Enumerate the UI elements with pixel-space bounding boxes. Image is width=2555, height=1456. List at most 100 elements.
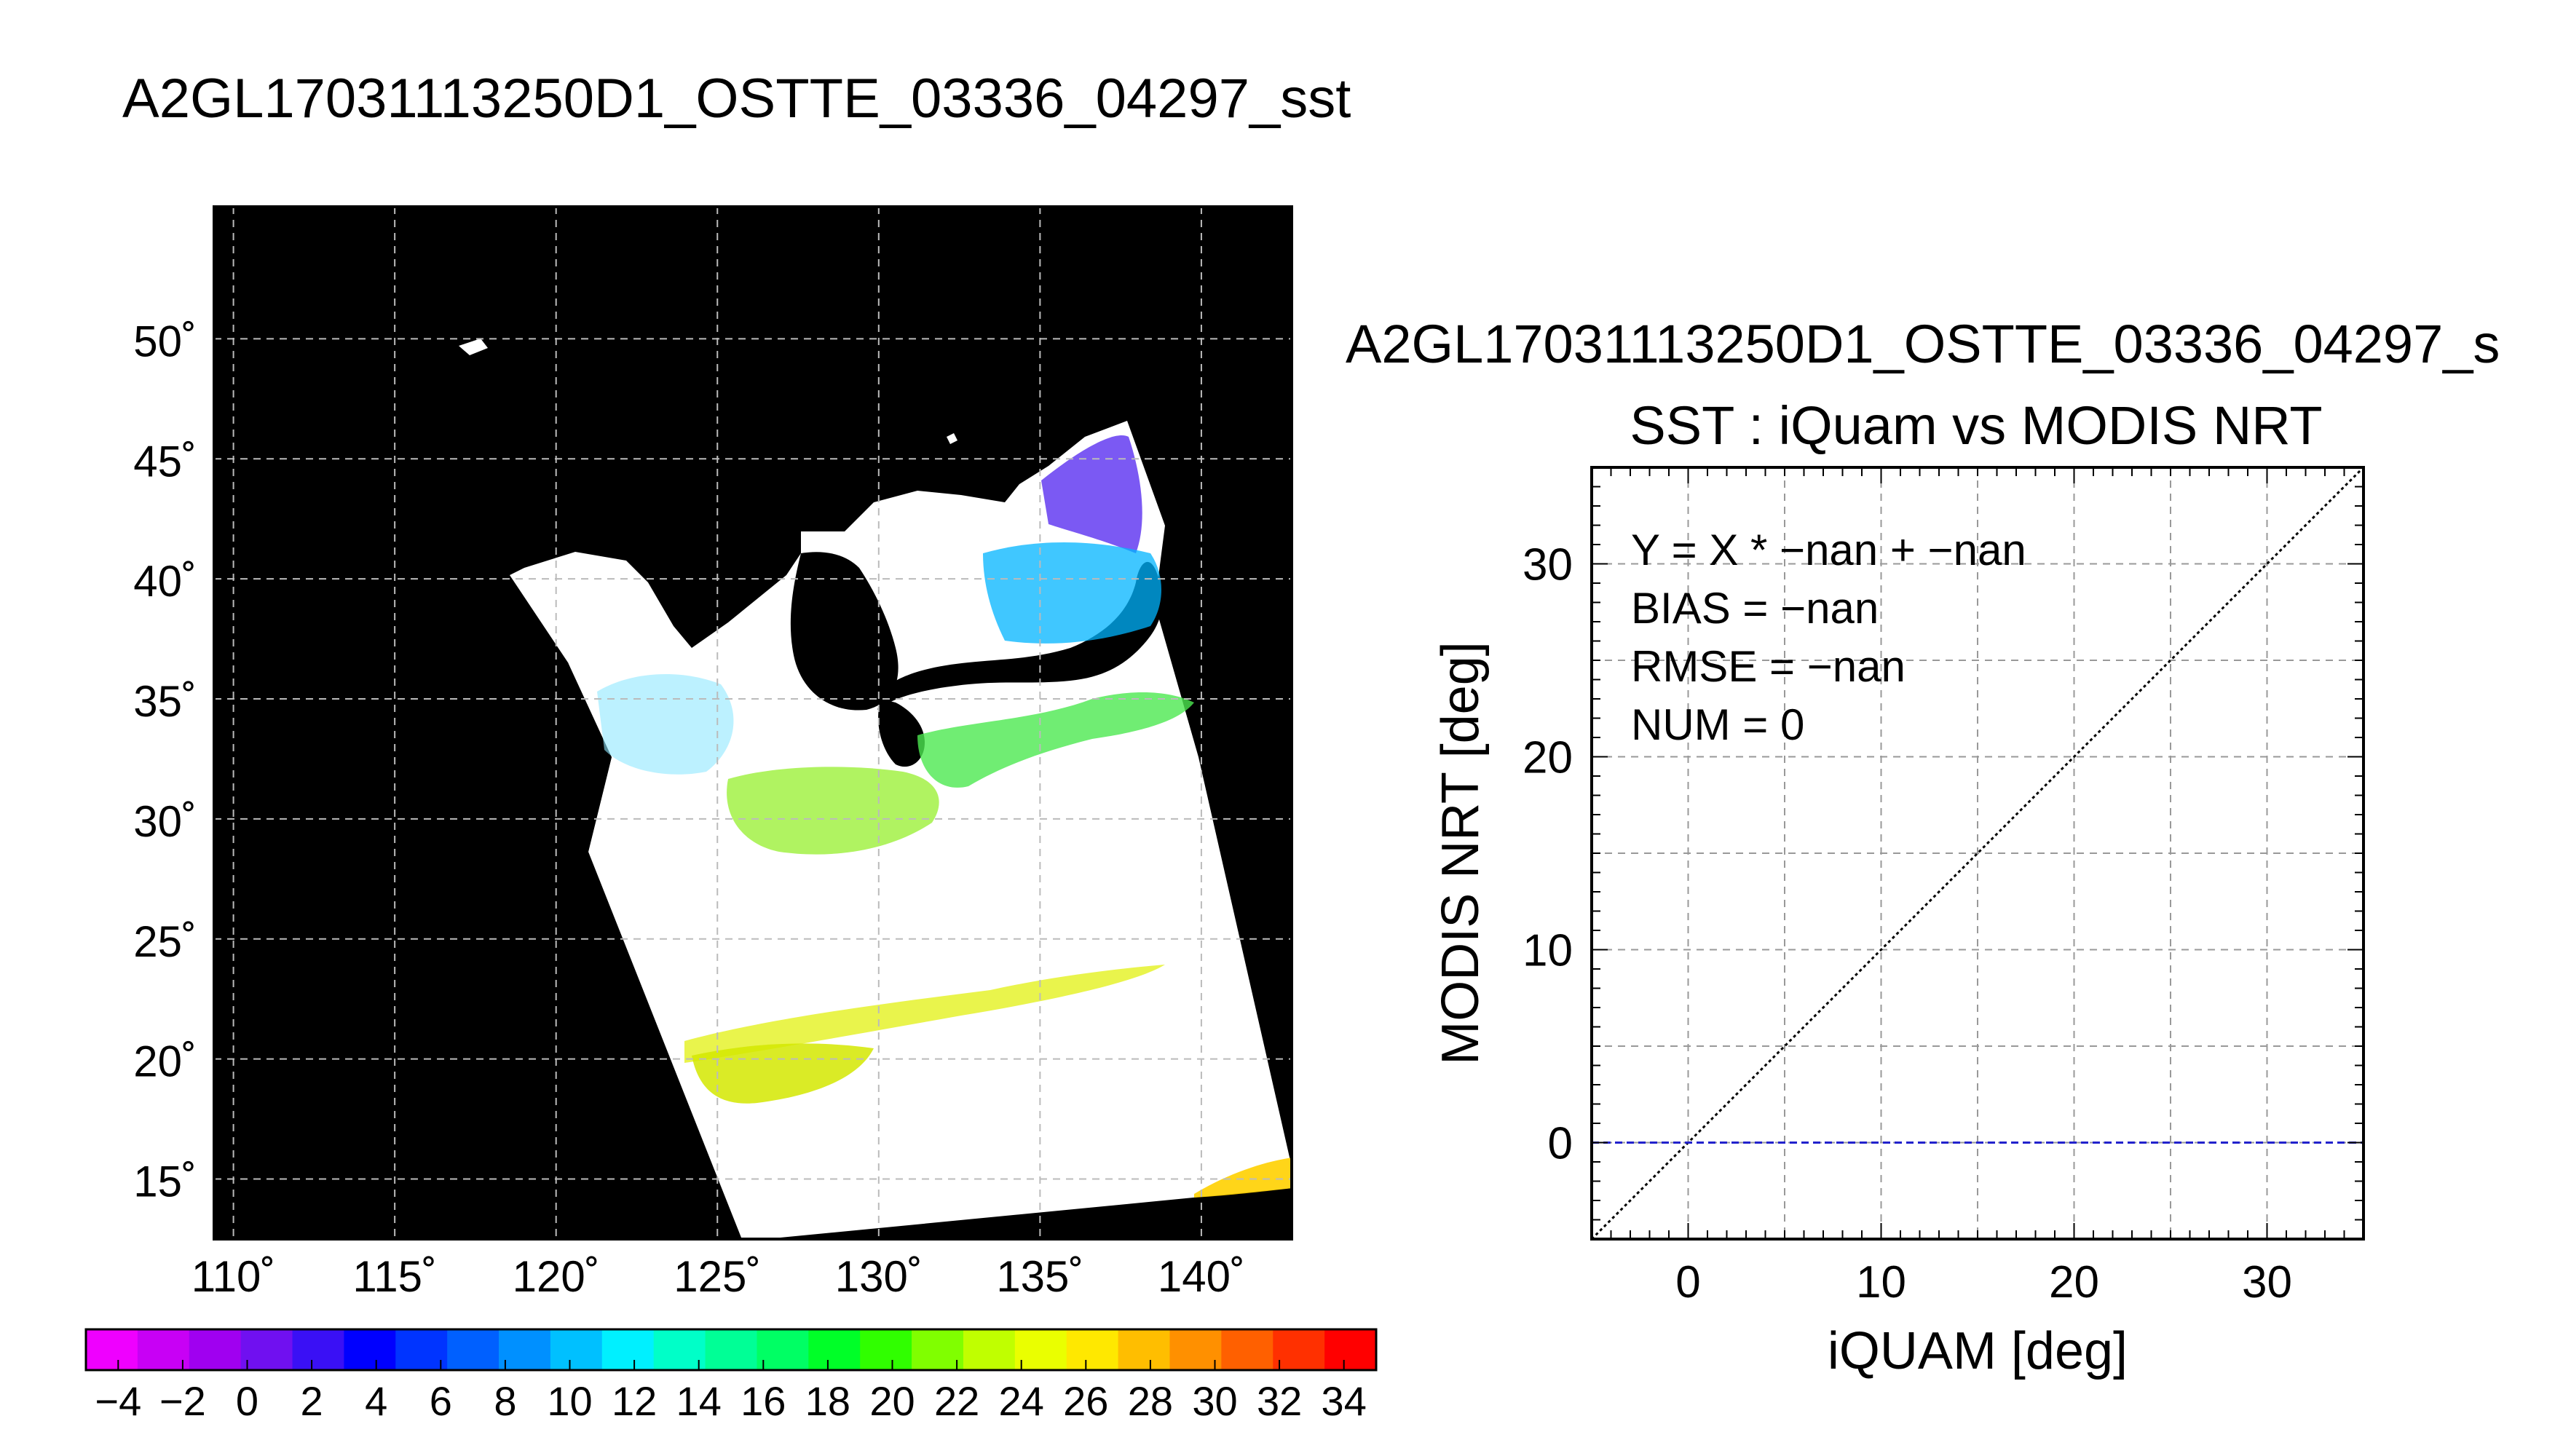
longitude-labels: 110˚ 115˚ 120˚ 125˚ 130˚ 135˚ 140˚ [191,1252,1245,1301]
y-tick-label: 0 [1548,1119,1573,1169]
stat-annotation: Y = X * −nan + −nan [1631,526,2026,574]
latitude-tick-label: 40˚ [133,557,197,606]
reference-line [1590,466,2365,1241]
colorbar-segment [705,1329,757,1370]
colorbar-segment [499,1329,551,1370]
island-patch [459,339,488,355]
scatter-frame [1590,466,2365,1241]
page-title: A2GL17031113250D1_OSTTE_03336_04297_sst [122,68,1351,130]
colorbar-segment [344,1329,396,1370]
x-tick-label: 30 [2242,1257,2292,1307]
colorbar-label: 6 [430,1378,452,1424]
x-tick-label: 0 [1675,1257,1700,1307]
sst-patch-north [1041,435,1142,553]
colorbar-segment [1118,1329,1170,1370]
y-tick-label: 30 [1523,540,1573,590]
longitude-tick-label: 125˚ [674,1252,761,1301]
colorbar-segment [86,1329,138,1370]
sst-patch-kuroshio [917,692,1194,788]
colorbar-label: 16 [741,1378,786,1424]
latitude-tick-label: 15˚ [133,1158,197,1206]
longitude-tick-label: 135˚ [996,1252,1083,1301]
colorbar [84,1328,1378,1372]
longitude-tick-label: 110˚ [191,1252,276,1301]
map-gridlines [214,207,1292,1239]
longitude-tick-label: 115˚ [352,1252,437,1301]
longitude-tick-label: 120˚ [513,1252,600,1301]
colorbar-label: −4 [95,1378,141,1424]
stat-annotation: NUM = 0 [1631,700,1804,749]
colorbar-label: 24 [999,1378,1044,1424]
korea-land [790,552,899,711]
colorbar-label: 18 [805,1378,850,1424]
colorbar-segment [1324,1329,1377,1370]
colorbar-frame [84,1328,1378,1372]
latitude-tick-label: 35˚ [133,677,197,726]
colorbar-segment [757,1329,809,1370]
colorbar-label: 26 [1063,1378,1108,1424]
sst-patch-band-20n [684,965,1165,1063]
colorbar-label: 30 [1192,1378,1237,1424]
colorbar-segment [963,1329,1016,1370]
sst-patch-south-band [692,1043,874,1104]
colorbar-segment [860,1329,912,1370]
colorbar-labels: −4 −2 0 2 4 6 8 10 12 14 16 18 20 22 24 26 28 30 32 34 [95,1378,1366,1424]
colorbar-label: 10 [547,1378,592,1424]
latitude-tick-label: 50˚ [133,317,197,365]
kyushu-land [878,699,925,767]
colorbar-segment [550,1329,603,1370]
colorbar-label: 4 [365,1378,387,1424]
latitude-labels: 15˚ 20˚ 25˚ 30˚ 35˚ 40˚ 45˚ 50˚ [133,317,197,1206]
colorbar-segment [1014,1329,1067,1370]
island-patch [947,433,957,444]
colorbar-segment [808,1329,861,1370]
sst-patch-se-corner [1194,1158,1292,1198]
scatter-subtitle: SST : iQuam vs MODIS NRT [1630,395,2322,456]
x-tick-label: 10 [1856,1257,1906,1307]
scatter-reference-lines [1590,466,2365,1241]
scatter-x-tick-labels: 0 10 20 30 [1675,1257,2292,1307]
scatter-xlabel: iQUAM [deg] [1828,1322,2128,1380]
colorbar-segment [1273,1329,1325,1370]
colorbar-segment [240,1329,293,1370]
sst-patch-sea-of-japan [983,542,1161,644]
longitude-tick-label: 140˚ [1158,1252,1245,1301]
colorbar-label: 20 [869,1378,915,1424]
y-tick-label: 10 [1523,926,1573,976]
yellowsea-coast [524,662,612,866]
colorbar-label: 2 [301,1378,323,1424]
scatter-y-tick-labels: 0 10 20 30 [1523,540,1573,1169]
latitude-tick-label: 25˚ [133,917,197,966]
sst-patch-east-china-sea [727,767,939,855]
colorbar-label: −2 [159,1378,206,1424]
colorbar-label: 22 [934,1378,979,1424]
latitude-tick-label: 20˚ [133,1037,197,1086]
colorbar-segment [189,1329,242,1370]
latitude-tick-label: 45˚ [133,437,197,486]
colorbar-segment [292,1329,344,1370]
scatter-ylabel: MODIS NRT [deg] [1431,641,1490,1065]
x-tick-label: 20 [2049,1257,2099,1307]
scatter-title: A2GL17031113250D1_OSTTE_03336_04297_s [1346,314,2500,374]
colorbar-label: 28 [1128,1378,1173,1424]
latitude-tick-label: 30˚ [133,797,197,846]
stat-annotation: BIAS = −nan [1631,584,1879,633]
colorbar-label: 34 [1322,1378,1367,1424]
colorbar-label: 12 [612,1378,657,1424]
colorbar-label: 0 [236,1378,258,1424]
stat-annotation: RMSE = −nan [1631,642,1906,691]
colorbar-label: 32 [1257,1378,1302,1424]
scatter-stats: Y = X * −nan + −nan BIAS = −nan RMSE = −na… [1631,526,2026,749]
colorbar-segment [447,1329,499,1370]
japan-land [877,561,1163,710]
colorbar-segment [1066,1329,1119,1370]
longitude-tick-label: 130˚ [835,1252,923,1301]
colorbar-segment [912,1329,964,1370]
colorbar-segment [1169,1329,1222,1370]
colorbar-label: 14 [676,1378,722,1424]
colorbar-segment [1221,1329,1273,1370]
colorbar-segment [653,1329,706,1370]
colorbar-segment [137,1329,190,1370]
